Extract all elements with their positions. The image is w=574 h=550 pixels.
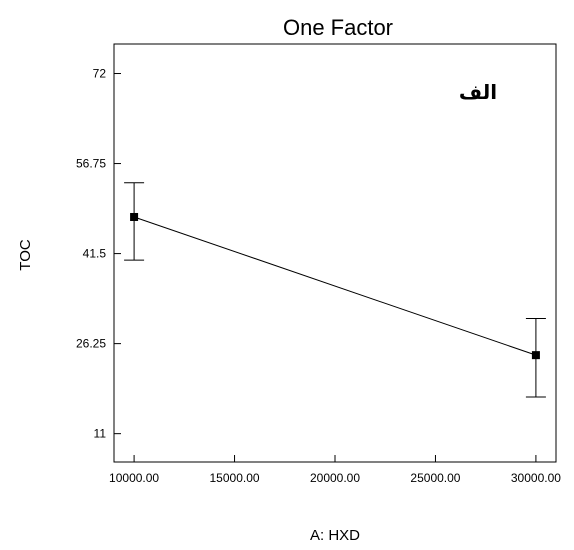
x-tick-label: 15000.00 [210, 471, 260, 485]
y-tick-label: 41.5 [83, 247, 107, 261]
y-tick-label: 11 [94, 427, 107, 441]
chart-annotation: الف [459, 80, 497, 104]
series-toc [124, 182, 546, 398]
y-axis-label: TOC [17, 239, 34, 271]
y-tick-label: 72 [93, 67, 107, 81]
data-point [531, 351, 540, 360]
y-tick-label: 56.75 [76, 157, 106, 171]
x-axis-label: A: HXD [310, 527, 360, 544]
y-tick-label: 26.25 [76, 337, 106, 351]
chart-title: One Factor [283, 15, 393, 40]
x-tick-label: 25000.00 [410, 471, 460, 485]
x-tick-label: 10000.00 [109, 471, 159, 485]
plot-frame [113, 43, 557, 463]
data-point [130, 212, 139, 221]
x-axis: 10000.00 15000.00 20000.00 25000.00 30000.00 [109, 455, 561, 485]
x-tick-label: 30000.00 [511, 471, 561, 485]
x-tick-label: 20000.00 [310, 471, 360, 485]
y-axis: 11 26.25 41.5 56.75 72 [76, 67, 121, 441]
series-line [133, 216, 537, 356]
